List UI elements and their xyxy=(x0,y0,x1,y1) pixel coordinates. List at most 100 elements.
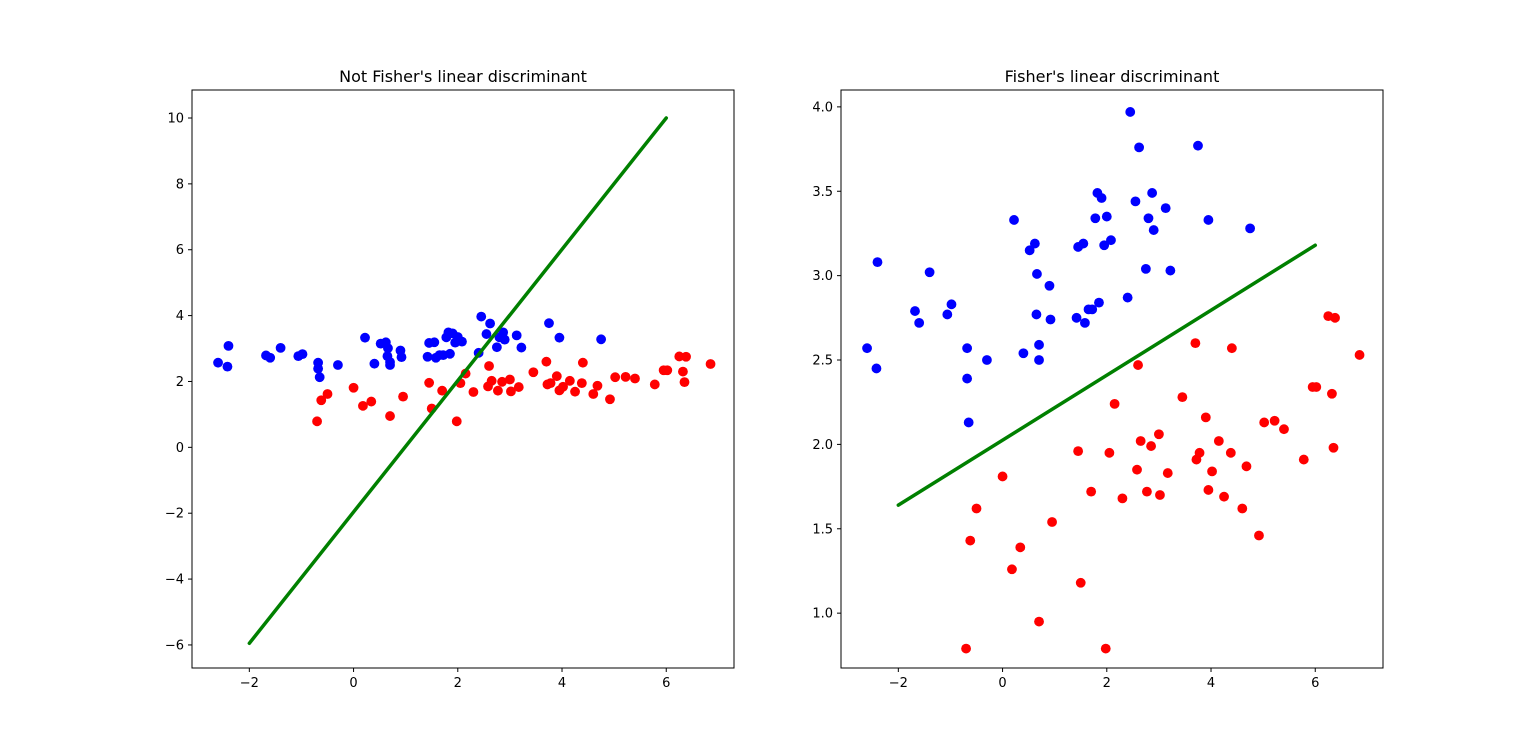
blue-point xyxy=(313,363,324,374)
red-point xyxy=(1132,464,1142,475)
blue-point xyxy=(1009,215,1019,225)
red-point xyxy=(681,351,691,362)
blue-point xyxy=(544,318,554,329)
blue-point xyxy=(422,351,433,362)
y-tick-label: −6 xyxy=(165,638,184,653)
blue-point xyxy=(481,329,492,339)
red-point xyxy=(570,386,580,397)
red-point xyxy=(1109,398,1120,409)
discriminant-line xyxy=(247,116,668,646)
blue-point xyxy=(1096,193,1107,203)
blue-point xyxy=(1134,142,1144,153)
red-point xyxy=(1254,530,1264,541)
y-tick-label: 10 xyxy=(167,111,184,126)
red-point xyxy=(497,376,507,387)
blue-point xyxy=(511,330,522,341)
red-point xyxy=(322,389,333,399)
blue-point xyxy=(1044,280,1055,291)
red-point xyxy=(1155,490,1165,500)
blue-point xyxy=(1071,312,1082,323)
blue-point xyxy=(946,299,957,310)
blue-point xyxy=(1143,213,1154,224)
red-point xyxy=(1225,447,1236,458)
red-point xyxy=(484,361,494,371)
red-point xyxy=(961,643,971,654)
discriminant-line xyxy=(896,243,1317,507)
red-point xyxy=(541,356,552,367)
blue-point xyxy=(1106,235,1116,246)
red-point xyxy=(1327,388,1337,399)
y-tick-label: 8 xyxy=(176,177,184,192)
blue-point xyxy=(1245,223,1256,234)
x-tick-label: 4 xyxy=(558,676,566,691)
plot-area xyxy=(862,107,1365,654)
y-tick-label: 0 xyxy=(176,441,184,456)
red-point xyxy=(1034,616,1044,627)
plot-area xyxy=(213,116,716,646)
blue-point xyxy=(1193,140,1203,151)
red-point xyxy=(1237,503,1248,514)
chart-title: Not Fisher's linear discriminant xyxy=(339,67,587,86)
red-point xyxy=(605,394,615,405)
tick-group: −2 0 2 4 6 1.0 1.5 2.0 2.5 3.0 3.5 4.0 xyxy=(812,100,1319,691)
x-tick-label: −2 xyxy=(240,676,259,691)
y-tick-label: −2 xyxy=(165,507,184,522)
blue-point xyxy=(1078,238,1089,249)
red-point xyxy=(1330,312,1340,323)
blue-point xyxy=(429,337,440,348)
red-point xyxy=(1279,424,1289,435)
blue-point xyxy=(910,306,920,316)
red-point xyxy=(564,375,575,386)
blue-point xyxy=(265,352,276,363)
red-point xyxy=(1207,466,1217,477)
red-point xyxy=(358,400,368,411)
blue-point xyxy=(871,363,882,374)
red-point xyxy=(493,385,503,396)
blue-point xyxy=(223,341,234,351)
blue-point xyxy=(396,352,407,362)
red-point xyxy=(506,386,516,397)
x-tick-label: −2 xyxy=(889,676,908,691)
red-point xyxy=(1117,493,1128,504)
red-point xyxy=(348,382,359,393)
x-tick-label: 0 xyxy=(998,676,1006,691)
blue-point xyxy=(297,349,308,360)
red-point xyxy=(1154,429,1164,440)
blue-point xyxy=(554,332,565,343)
tick-group: −2 0 2 4 6 −6 −4 −2 0 2 4 6 8 10 xyxy=(165,111,671,691)
red-point xyxy=(679,377,690,388)
axes-right: Fisher's linear discriminant −2 0 2 4 6 1.0 1.… xyxy=(812,67,1384,691)
blue-point xyxy=(1034,339,1044,350)
red-point xyxy=(997,471,1008,482)
blue-point xyxy=(476,311,487,322)
red-point xyxy=(705,359,716,369)
blue-point xyxy=(963,417,974,428)
red-point xyxy=(1200,412,1211,423)
y-tick-label: 1.5 xyxy=(812,522,833,537)
red-point xyxy=(1104,447,1115,458)
y-tick-label: 6 xyxy=(176,243,184,258)
blue-point xyxy=(1101,211,1112,222)
red-point xyxy=(316,395,327,406)
blue-point xyxy=(213,357,223,368)
red-point xyxy=(513,382,524,392)
blue-point xyxy=(1045,314,1056,325)
y-tick-label: 3.0 xyxy=(812,269,833,284)
axes-frame xyxy=(191,89,735,669)
blue-point xyxy=(516,342,527,353)
red-point xyxy=(1219,491,1229,502)
blue-point xyxy=(1032,269,1042,279)
x-tick-label: 4 xyxy=(1207,676,1215,691)
red-point xyxy=(1203,485,1214,495)
y-tick-label: −4 xyxy=(165,573,184,588)
red-point xyxy=(1142,486,1152,497)
blue-point xyxy=(1029,238,1040,249)
blue-point xyxy=(385,357,395,367)
blue-point xyxy=(445,348,455,359)
blue-point xyxy=(1031,309,1042,320)
red-point xyxy=(1213,436,1224,446)
red-point xyxy=(1259,417,1270,428)
blue-point xyxy=(314,372,325,383)
red-point xyxy=(437,385,448,396)
red-point xyxy=(1073,446,1084,457)
